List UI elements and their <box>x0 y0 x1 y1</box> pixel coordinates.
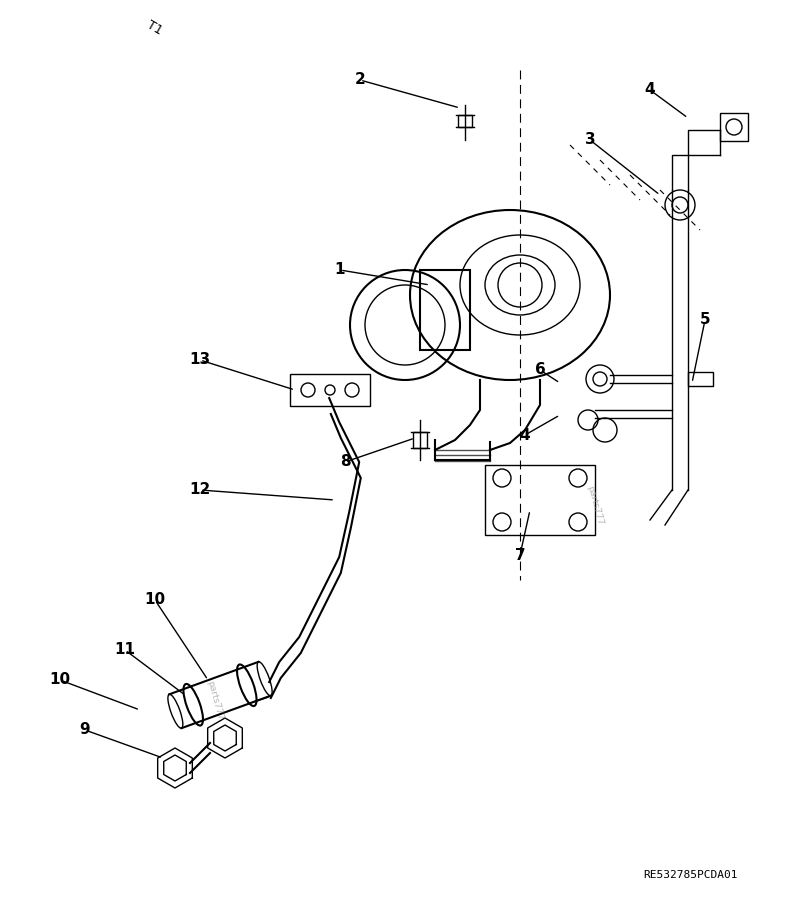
Text: 2: 2 <box>354 72 366 87</box>
Text: 11: 11 <box>114 642 135 658</box>
Text: 9: 9 <box>80 723 90 738</box>
Text: 5: 5 <box>700 313 710 327</box>
Text: parts777: parts777 <box>586 484 605 525</box>
Text: 3: 3 <box>585 132 595 148</box>
Text: 10: 10 <box>50 672 70 687</box>
Text: parts777: parts777 <box>206 679 225 721</box>
Text: 13: 13 <box>190 352 210 368</box>
Text: 8: 8 <box>340 454 350 469</box>
Bar <box>413 432 427 448</box>
Bar <box>290 374 370 406</box>
Text: 6: 6 <box>534 362 546 378</box>
Text: 7: 7 <box>514 548 526 562</box>
Bar <box>458 115 472 127</box>
Text: 4: 4 <box>520 427 530 442</box>
Text: 12: 12 <box>190 483 210 497</box>
Text: 4: 4 <box>645 83 655 97</box>
Bar <box>420 270 470 350</box>
Bar <box>485 465 595 535</box>
Text: T1: T1 <box>145 18 165 37</box>
Bar <box>720 113 748 141</box>
Text: 10: 10 <box>145 593 166 607</box>
Text: 1: 1 <box>334 262 346 278</box>
Text: RE532785PCDA01: RE532785PCDA01 <box>642 870 738 880</box>
Bar <box>688 372 713 386</box>
